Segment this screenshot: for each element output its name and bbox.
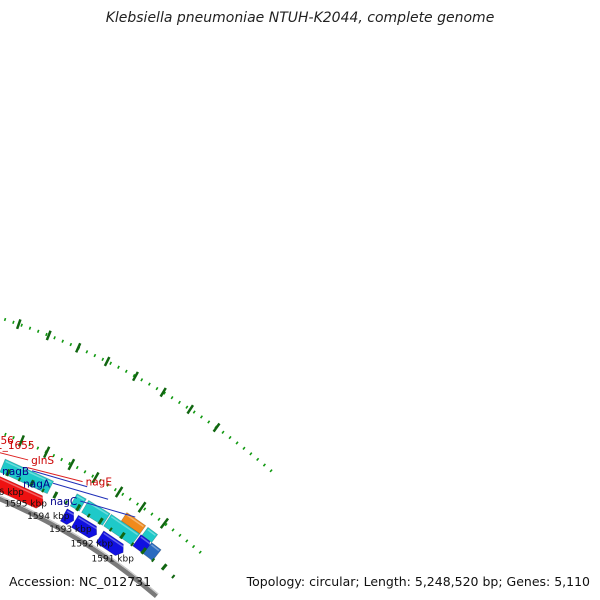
gene-feature-highlight	[147, 529, 156, 536]
outer-track-tick	[131, 371, 139, 382]
scale-tick	[52, 491, 59, 499]
scale-tick	[41, 488, 45, 493]
gene-feature	[95, 530, 124, 556]
scale-tick	[64, 500, 68, 505]
gene-feature-highlight	[151, 544, 160, 552]
outer-track-tick	[15, 319, 22, 330]
track-tick	[67, 458, 76, 471]
scale-tick	[108, 527, 113, 532]
scale-tick	[29, 479, 35, 488]
genome-backbone-highlight	[0, 495, 159, 595]
outer-track-tick	[159, 387, 167, 398]
scale-tick	[97, 517, 104, 525]
track-tick	[159, 517, 170, 529]
scale-tick	[140, 547, 147, 555]
gene-feature-highlight	[103, 532, 126, 549]
track-tick	[42, 446, 51, 459]
outer-track-tick	[103, 356, 111, 367]
scale-tick	[130, 542, 135, 547]
scale-tick-label: 1593 kbp	[49, 525, 92, 535]
scale-tick	[160, 563, 168, 571]
map-title: Klebsiella pneumoniae NTUH-K2044, comple…	[105, 10, 495, 26]
track-tick	[91, 471, 100, 484]
outer-track-tick	[186, 404, 195, 415]
gene-label: glnS	[31, 455, 54, 467]
track-tick	[137, 501, 147, 513]
scale-tick	[5, 468, 11, 477]
gene-feature	[142, 542, 162, 562]
scale-tick	[75, 503, 82, 512]
label-leader-line	[0, 452, 29, 461]
outer-dotted-track	[0, 316, 273, 473]
accession-label: Accession: NC_012731	[9, 574, 152, 589]
gene-feature-highlight	[0, 477, 45, 500]
scale-tick	[86, 513, 91, 518]
gene-label: KP1_1656	[0, 435, 14, 447]
label-leader-line	[52, 482, 109, 500]
gene-feature	[103, 513, 141, 546]
genome-backbone	[0, 496, 158, 599]
scale-tick-label: 1592 kbp	[71, 539, 114, 549]
scale-tick	[119, 531, 126, 540]
gene-feature	[70, 514, 97, 539]
scale-tick-label: 1591 kbp	[92, 554, 135, 564]
outer-track-tick	[212, 422, 221, 433]
inner-dotted-track	[0, 430, 202, 554]
gene-feature-highlight	[110, 516, 139, 536]
scale-tick-label: 1597 kbp	[0, 477, 1, 487]
gene-feature	[59, 508, 75, 526]
scale-tick	[171, 574, 176, 579]
gene-label: nagE	[86, 477, 112, 489]
gene-feature-highlight	[126, 514, 144, 528]
genome-summary: Topology: circular; Length: 5,248,520 bp…	[246, 574, 590, 589]
gene-feature	[69, 493, 87, 512]
gene-label: nagA	[23, 478, 51, 490]
label-leader-line	[32, 470, 88, 488]
scale-tick-label: 1594 kbp	[27, 512, 70, 522]
gene-feature	[0, 458, 54, 495]
gene-feature-highlight	[140, 536, 152, 546]
gene-label: nagB	[2, 466, 29, 478]
gene-label: nagC	[50, 496, 77, 508]
track-tick	[18, 434, 25, 447]
gene-feature-highlight	[78, 516, 99, 531]
gene-feature-highlight	[76, 495, 85, 501]
gene-feature-highlight	[66, 510, 76, 517]
outer-track-tick	[45, 330, 52, 341]
gene-feature-highlight	[5, 460, 52, 484]
gene-feature	[0, 476, 44, 509]
label-leader-line	[80, 500, 136, 518]
gene-feature	[120, 512, 147, 535]
track-tick	[114, 486, 124, 498]
scale-tick	[17, 477, 22, 482]
gene-label: KP1_1655	[0, 440, 35, 452]
scale-tick-label: 1596 kbp	[0, 488, 24, 498]
label-leader-line	[27, 467, 83, 483]
scale-tick	[151, 557, 156, 563]
scale-tick-label: 1595 kbp	[5, 499, 48, 509]
outer-track-tick	[75, 342, 82, 353]
